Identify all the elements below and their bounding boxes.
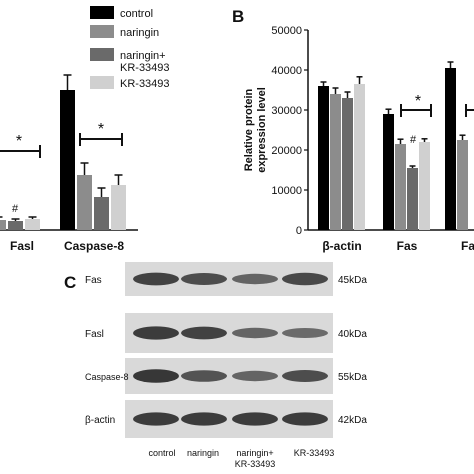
- panel-b-label: B: [232, 7, 244, 26]
- blot-row-label: β-actin: [85, 415, 115, 426]
- panel-b-chart: B 0 10000 20000 30000 40000 50000 Relative pro…: [232, 7, 474, 253]
- blot-kda-label: 42kDa: [338, 415, 367, 426]
- panel-a-bar: [8, 221, 23, 230]
- blot-row-label: Caspase-8: [85, 372, 129, 382]
- blot-band: [232, 273, 278, 285]
- panel-a-significance-star: *: [16, 133, 22, 150]
- panel-b-category-label: Fas: [397, 239, 418, 253]
- panel-b-significance-star: *: [415, 93, 421, 110]
- panel-b-y-axis-label: Relative proteinexpression level: [243, 87, 268, 173]
- panel-b-y-tick-label: 20000: [271, 145, 302, 157]
- blot-lane-label: control: [148, 448, 175, 458]
- panel-b-bar: [395, 144, 406, 230]
- panel-a-bar: [60, 90, 75, 230]
- legend-swatch: [90, 76, 114, 89]
- panel-b-bar: [445, 68, 456, 230]
- blot-band: [282, 370, 328, 382]
- blot-kda-label: 45kDa: [338, 275, 367, 286]
- panel-c-western-blot: C Fas 45kDa Fasl 40kDa Caspase-8 55kDa β-actin…: [64, 262, 367, 469]
- panel-b-category-label: Fa: [461, 239, 474, 253]
- legend-swatch: [90, 25, 114, 38]
- panel-b-bar: [354, 84, 365, 230]
- blot-row-label: Fasl: [85, 329, 104, 340]
- panel-b-y-axis-label-line: expression level: [256, 87, 268, 173]
- panel-b-y-axis-label-line: Relative protein: [243, 88, 255, 171]
- blot-band: [232, 370, 278, 382]
- panel-a-bar: [94, 197, 109, 230]
- panel-a-bar: [111, 185, 126, 230]
- panel-b-bar: [318, 86, 329, 230]
- legend-label: naringin+: [120, 50, 166, 62]
- panel-a-significance-star: *: [98, 121, 104, 138]
- panel-b-bar: [419, 142, 430, 230]
- legend-swatch: [90, 48, 114, 61]
- panel-b-bar: [457, 140, 468, 230]
- blot-band: [181, 412, 227, 426]
- blot-kda-label: 40kDa: [338, 329, 367, 340]
- blot-band: [181, 370, 227, 382]
- panel-a-hash-mark: #: [12, 203, 19, 215]
- legend-label: KR-33493: [120, 78, 170, 90]
- blot-band: [282, 412, 328, 426]
- panel-b-y-tick-label: 0: [296, 225, 302, 237]
- panel-b-bar: [383, 114, 394, 230]
- panel-b-y-tick-label: 50000: [271, 25, 302, 37]
- blot-band: [282, 272, 328, 286]
- panel-a-bar: [25, 219, 40, 230]
- panel-b-bar: [330, 94, 341, 230]
- panel-a-bar: [0, 220, 6, 230]
- blot-lane-label: KR-33493: [235, 459, 276, 469]
- blot-band: [133, 272, 179, 286]
- legend-label: control: [120, 8, 153, 20]
- legend-label: KR-33493: [120, 62, 170, 74]
- legend-swatch: [90, 6, 114, 19]
- panel-b-category-label: β-actin: [322, 239, 361, 253]
- blot-band: [133, 369, 179, 383]
- blot-band: [181, 326, 227, 340]
- blot-kda-label: 55kDa: [338, 372, 367, 383]
- panel-a-category-label: Fasl: [10, 239, 34, 253]
- blot-band: [232, 327, 278, 339]
- blot-band: [282, 328, 328, 338]
- panel-b-y-tick-label: 30000: [271, 105, 302, 117]
- blot-lane-label: naringin+: [236, 448, 273, 458]
- blot-lane-label: KR-33493: [294, 448, 335, 458]
- blot-lane-label: naringin: [187, 448, 219, 458]
- panel-a-category-label: Caspase-8: [64, 239, 124, 253]
- panel-b-y-tick-label: 10000: [271, 185, 302, 197]
- legend-label: naringin: [120, 27, 159, 39]
- panel-a-chart: Fasl Caspase-8 * # *: [0, 74, 138, 253]
- blot-band: [181, 273, 227, 285]
- blot-band: [232, 412, 278, 426]
- panel-a-bar: [77, 175, 92, 230]
- panel-c-label: C: [64, 273, 76, 292]
- blot-band: [133, 412, 179, 426]
- panel-b-bar: [342, 98, 353, 230]
- panel-b-y-tick-label: 40000: [271, 65, 302, 77]
- blot-row-label: Fas: [85, 275, 102, 286]
- panel-b-hash-mark: #: [410, 134, 417, 146]
- panel-b-bar: [407, 168, 418, 230]
- blot-band: [133, 326, 179, 340]
